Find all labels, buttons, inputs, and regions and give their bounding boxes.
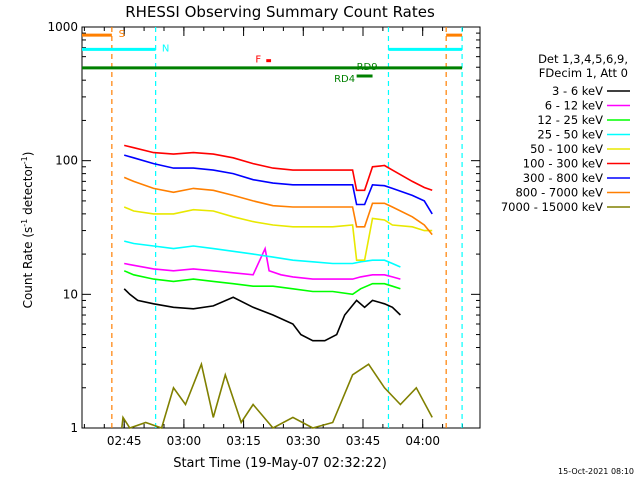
x-axis-label: Start Time (19-May-07 02:32:22) — [173, 456, 387, 471]
series-line — [123, 176, 433, 236]
y-tick-label: 1 — [70, 421, 78, 435]
series-line — [123, 288, 401, 342]
x-tick-label: 03:15 — [226, 434, 261, 448]
legend: Det 1,3,4,5,6,9, FDecim 1, Att 0 3 - 6 k… — [501, 52, 630, 214]
y-tick-label: 10 — [63, 287, 78, 301]
x-tick-label: 04:00 — [405, 434, 440, 448]
flag-label: F — [255, 55, 261, 66]
legend-header-line: FDecim 1, Att 0 — [539, 66, 628, 80]
legend-entry-label: 25 - 50 keV — [537, 128, 603, 142]
series-line — [124, 245, 401, 280]
series-line — [121, 361, 433, 430]
plot-frame — [81, 26, 481, 429]
legend-entry-label: 100 - 300 keV — [523, 157, 603, 171]
y-tick-label: 100 — [55, 154, 78, 168]
series-line — [123, 206, 433, 261]
x-tick-label: 03:00 — [167, 434, 202, 448]
legend-entry-label: 300 - 800 keV — [523, 171, 603, 185]
timestamp: 15-Oct-2021 08:10 — [558, 467, 634, 476]
series-line — [124, 240, 401, 268]
x-tick-label: 03:45 — [346, 434, 381, 448]
y-tick-label: 1000 — [47, 20, 78, 34]
y-axis-label: Count Rate (s-1 detector-1) — [20, 152, 35, 309]
flag-label: RD4 — [334, 74, 355, 85]
chart-title: RHESSI Observing Summary Count Rates — [125, 3, 435, 21]
flag-label: RD9 — [357, 62, 378, 73]
series-line — [124, 144, 433, 192]
legend-entry-label: 800 - 7000 keV — [515, 186, 603, 200]
legend-entry-label: 7000 - 15000 keV — [501, 200, 603, 214]
x-tick-label: 03:30 — [286, 434, 321, 448]
plot-area: 1 10 100 1000 02:45 03:00 03:15 03:30 03:45 04:00… — [47, 20, 481, 448]
legend-entry-label: 3 - 6 keV — [552, 84, 603, 98]
legend-entry-label: 50 - 100 keV — [530, 142, 603, 156]
x-tick-label: 02:45 — [107, 434, 142, 448]
series-line — [123, 270, 401, 296]
legend-header-line: Det 1,3,4,5,6,9, — [538, 52, 628, 66]
flag-label: S — [119, 29, 125, 40]
legend-entry-label: 6 - 12 keV — [545, 99, 603, 113]
series-line — [123, 154, 433, 215]
flag-label: N — [162, 43, 169, 54]
legend-entry-label: 12 - 25 keV — [537, 113, 603, 127]
